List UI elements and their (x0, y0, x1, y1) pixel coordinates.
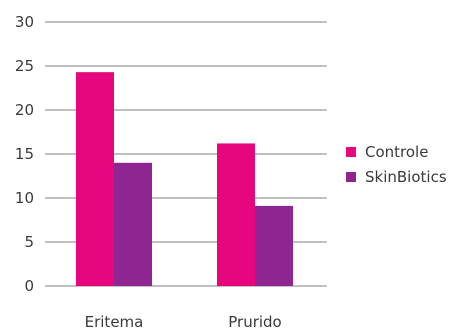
bar-controle-prurido (217, 143, 255, 286)
y-tick-label: 10 (15, 189, 34, 207)
bar-skinbiotics-prurido (255, 205, 293, 286)
legend-label-controle: Controle (365, 143, 428, 161)
y-tick-label: 0 (24, 277, 34, 295)
y-tick-label: 20 (15, 101, 34, 119)
legend-swatch-controle (346, 147, 356, 157)
y-tick-label: 30 (15, 13, 34, 31)
legend-label-skinbiotics: SkinBiotics (365, 168, 447, 186)
bar-skinbiotics-eritema (114, 162, 152, 286)
y-axis-ticks: 0 5 10 15 20 25 30 (15, 13, 34, 295)
legend-swatch-skinbiotics (346, 172, 356, 182)
y-tick-label: 5 (24, 233, 34, 251)
x-category-label: Eritema (85, 313, 144, 329)
y-tick-label: 15 (15, 145, 34, 163)
x-category-label: Prurido (228, 313, 282, 329)
bar-controle-eritema (76, 72, 114, 286)
y-tick-label: 25 (15, 57, 34, 75)
x-axis-labels: Eritema Prurido (85, 313, 282, 329)
bars (76, 72, 293, 286)
legend: Controle SkinBiotics (346, 143, 447, 186)
